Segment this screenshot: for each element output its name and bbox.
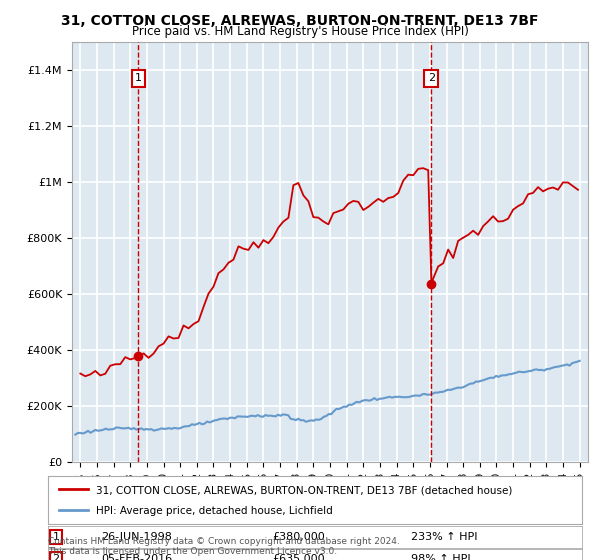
Text: 26-JUN-1998: 26-JUN-1998 <box>101 532 172 542</box>
Text: £380,000: £380,000 <box>272 532 325 542</box>
Text: 98% ↑ HPI: 98% ↑ HPI <box>411 554 471 560</box>
Text: 233% ↑ HPI: 233% ↑ HPI <box>411 532 478 542</box>
Text: Contains HM Land Registry data © Crown copyright and database right 2024.
This d: Contains HM Land Registry data © Crown c… <box>48 536 400 556</box>
Text: Price paid vs. HM Land Registry's House Price Index (HPI): Price paid vs. HM Land Registry's House … <box>131 25 469 38</box>
Text: £635,000: £635,000 <box>272 554 325 560</box>
Text: 1: 1 <box>53 532 59 542</box>
Text: 2: 2 <box>52 554 59 560</box>
Text: 05-FEB-2016: 05-FEB-2016 <box>101 554 173 560</box>
Text: HPI: Average price, detached house, Lichfield: HPI: Average price, detached house, Lich… <box>96 506 333 516</box>
Text: 1: 1 <box>135 73 142 83</box>
Text: 2: 2 <box>428 73 435 83</box>
Text: 31, COTTON CLOSE, ALREWAS, BURTON-ON-TRENT, DE13 7BF (detached house): 31, COTTON CLOSE, ALREWAS, BURTON-ON-TRE… <box>96 486 512 495</box>
Text: 31, COTTON CLOSE, ALREWAS, BURTON-ON-TRENT, DE13 7BF: 31, COTTON CLOSE, ALREWAS, BURTON-ON-TRE… <box>61 14 539 28</box>
